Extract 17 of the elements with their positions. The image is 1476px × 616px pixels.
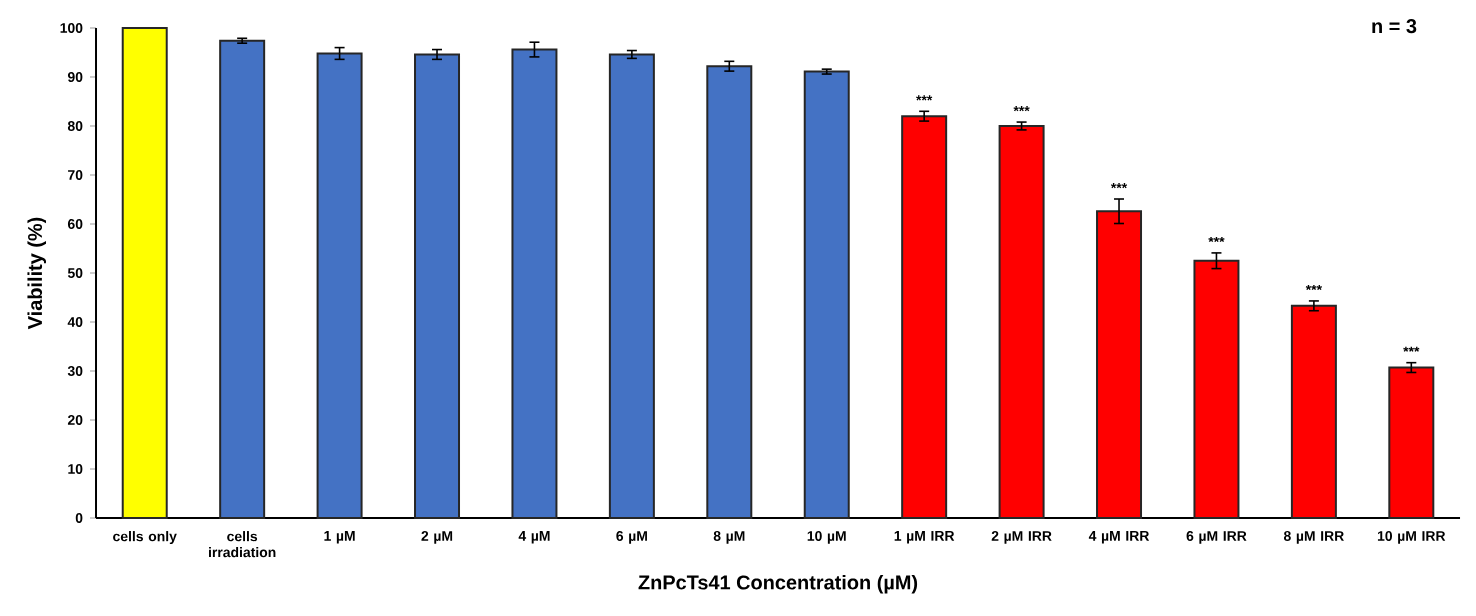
annotation: n = 3 xyxy=(1372,19,1417,34)
bar xyxy=(121,26,168,519)
bar xyxy=(414,53,461,519)
bar xyxy=(803,70,850,519)
bar xyxy=(219,39,266,519)
bar xyxy=(608,53,655,519)
bar xyxy=(1096,210,1143,519)
bar xyxy=(316,52,363,519)
bar xyxy=(1388,366,1435,519)
bar xyxy=(1193,259,1240,519)
bar xyxy=(998,124,1045,519)
bar xyxy=(511,48,558,519)
y-axis-title: Viability (%) xyxy=(27,217,47,330)
bar xyxy=(1290,304,1337,519)
bar xyxy=(901,115,948,519)
x-axis-title: ZnPcTs41 Concentration (µM) xyxy=(638,574,918,594)
bar xyxy=(706,65,753,519)
